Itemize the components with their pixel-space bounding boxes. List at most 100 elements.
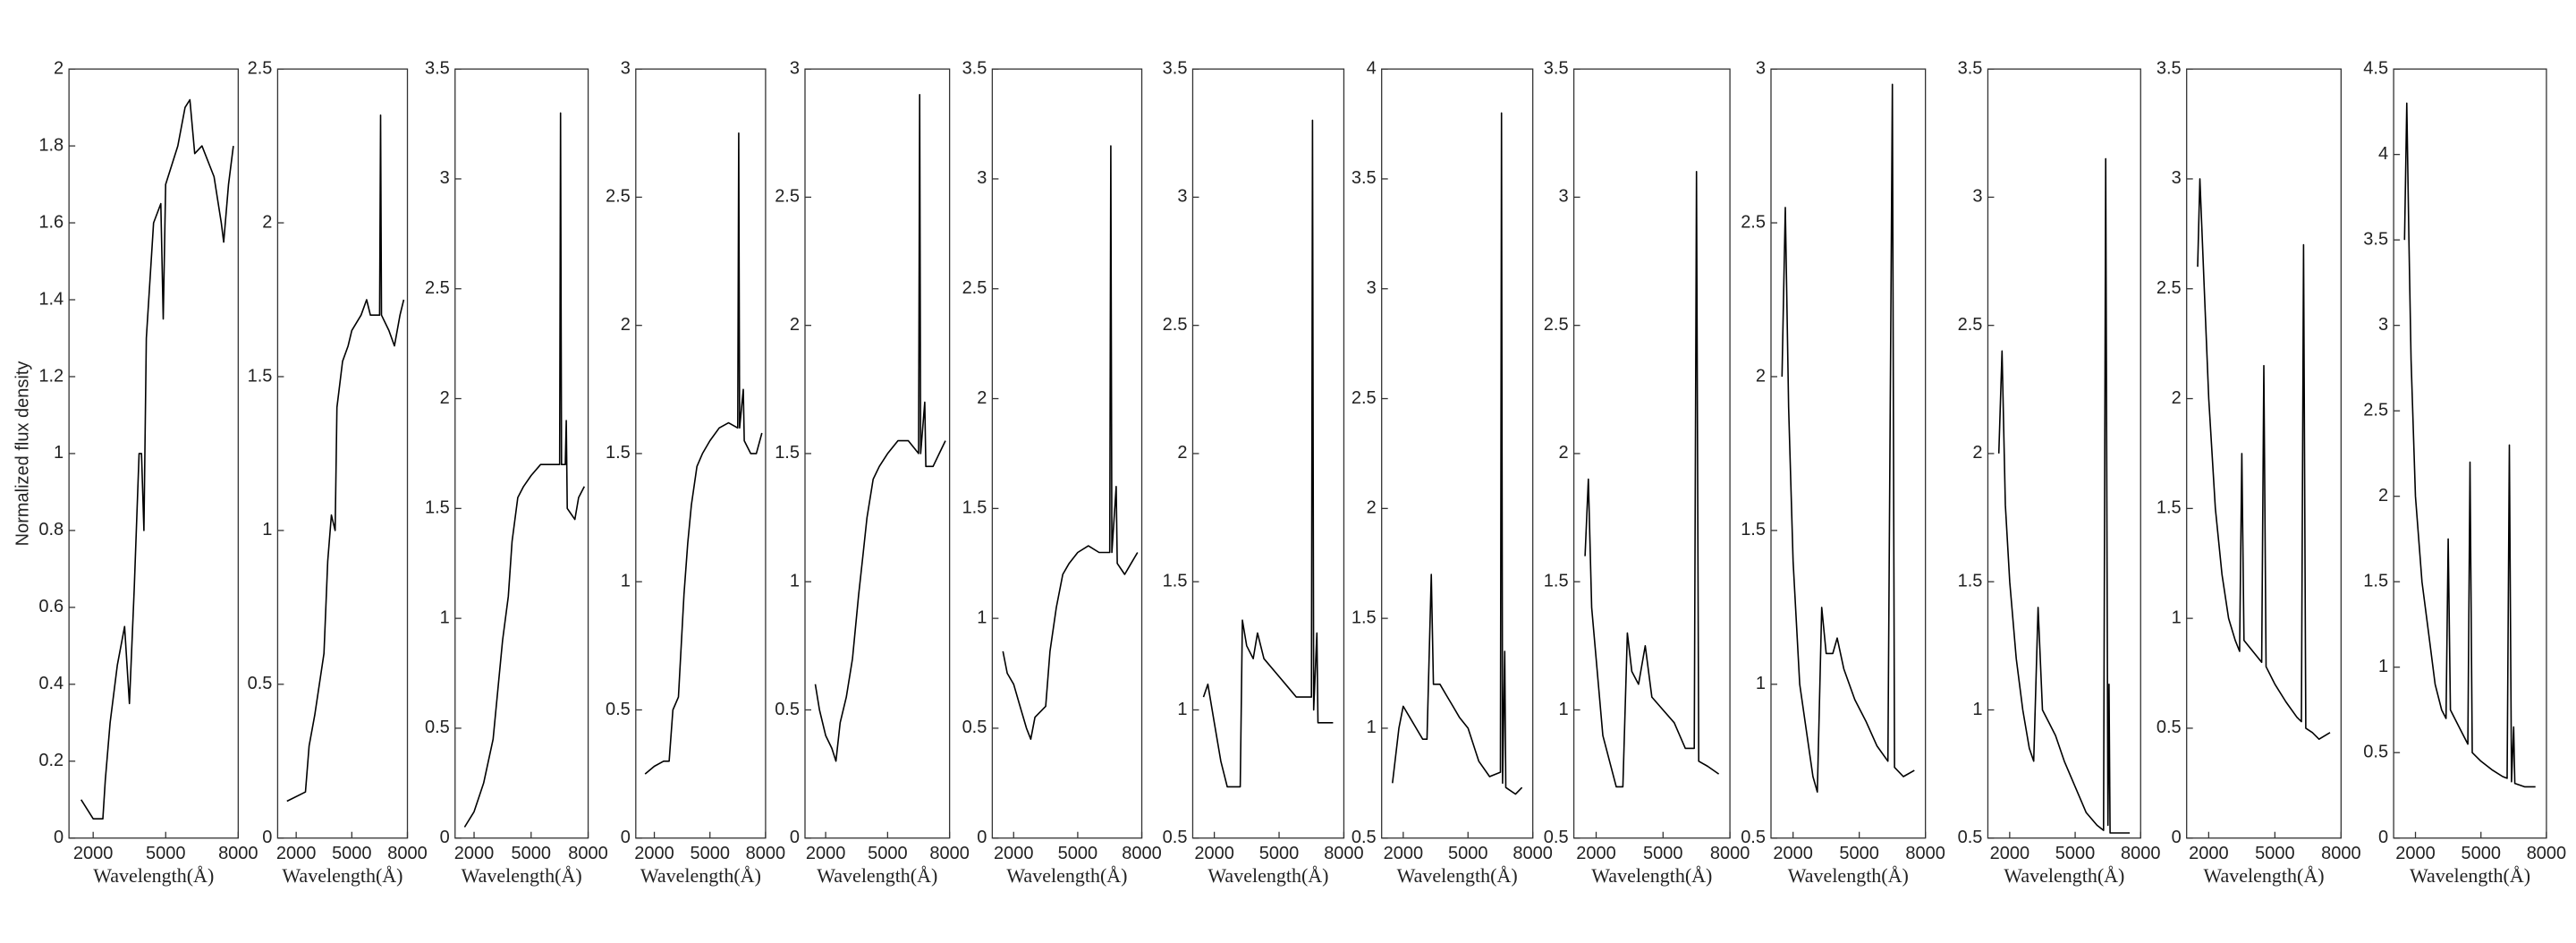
y-tick-label: 2.5 (1544, 315, 1569, 335)
x-axis-label: Wavelength(Å) (282, 864, 402, 887)
x-tick-label: 2000 (1773, 844, 1813, 863)
y-tick-label: 3.5 (1544, 58, 1569, 78)
axes-frame (454, 68, 589, 839)
x-tick-label: 2000 (1576, 844, 1616, 863)
y-tick-label: 2 (977, 388, 987, 408)
y-tick-label: 2 (2378, 486, 2388, 505)
y-tick-label: 2 (790, 315, 800, 335)
y-tick-label: 0.5 (1352, 828, 1377, 847)
y-tick-label: 3.5 (1958, 58, 1983, 78)
y-tick-label: 2.5 (962, 278, 987, 298)
axes-frame (991, 68, 1143, 839)
y-tick-label: 1.5 (775, 443, 800, 463)
y-tick-label: 1 (1177, 700, 1187, 719)
y-tick-label: 0.5 (775, 700, 800, 719)
y-tick-label: 0 (440, 828, 450, 847)
y-tick-label: 0.5 (1544, 828, 1569, 847)
y-tick-label: 3 (2172, 168, 2182, 188)
y-tick-label: 1.6 (38, 212, 64, 232)
y-tick-label: 3 (977, 168, 987, 188)
y-tick-label: 3 (440, 168, 450, 188)
x-tick-label: 5000 (2055, 844, 2096, 863)
y-tick-label: 0.5 (962, 718, 987, 737)
y-tick-label: 4 (1367, 58, 1377, 78)
y-tick-label: 0.5 (248, 674, 273, 693)
y-tick-label: 1.5 (1544, 571, 1569, 590)
y-tick-label: 0.5 (1958, 828, 1983, 847)
x-axis-label: Wavelength(Å) (1788, 864, 1909, 887)
y-axis-label: Normalized flux density (13, 361, 32, 547)
spectrum-line (80, 98, 234, 820)
x-tick-label: 5000 (2255, 844, 2295, 863)
y-tick-label: 0.6 (38, 597, 64, 616)
y-tick-label: 3 (2378, 315, 2388, 335)
y-tick-label: 2.5 (606, 187, 631, 207)
y-tick-label: 1.5 (2157, 498, 2182, 518)
x-tick-label: 5000 (1643, 844, 1683, 863)
y-tick-label: 1.4 (38, 289, 64, 309)
y-tick-label: 2.5 (2363, 400, 2388, 420)
y-tick-label: 1.5 (1958, 571, 1983, 590)
y-tick-label: 0.5 (2363, 743, 2388, 762)
y-tick-label: 1 (54, 443, 64, 463)
y-tick-label: 1 (977, 607, 987, 627)
y-tick-label: 1 (1558, 700, 1568, 719)
x-axis-label: Wavelength(Å) (640, 864, 761, 887)
y-tick-label: 3.5 (1352, 168, 1377, 188)
x-tick-label: 8000 (1905, 844, 1945, 863)
x-tick-label: 2000 (2395, 844, 2436, 863)
y-tick-label: 2 (2172, 388, 2182, 408)
y-tick-label: 0.2 (38, 751, 64, 770)
x-tick-label: 8000 (1122, 844, 1162, 863)
x-tick-label: 2000 (2189, 844, 2229, 863)
axes-frame (68, 68, 239, 839)
y-tick-label: 1.8 (38, 135, 64, 155)
y-tick-label: 0.5 (1163, 828, 1188, 847)
x-tick-label: 5000 (690, 844, 730, 863)
x-tick-label: 8000 (387, 844, 428, 863)
y-tick-label: 2.5 (1352, 388, 1377, 408)
x-tick-label: 5000 (868, 844, 908, 863)
y-tick-label: 1 (2172, 607, 2182, 627)
y-tick-label: 3 (1558, 187, 1568, 207)
y-tick-label: 0.5 (425, 718, 450, 737)
x-tick-label: 2000 (276, 844, 317, 863)
x-axis-label: Wavelength(Å) (1397, 864, 1518, 887)
y-tick-label: 1 (2378, 657, 2388, 676)
axes-frame (1381, 68, 1534, 839)
x-axis-label: Wavelength(Å) (1208, 864, 1328, 887)
y-tick-label: 0 (54, 828, 64, 847)
x-axis-label: Wavelength(Å) (2203, 864, 2324, 887)
y-tick-label: 2.5 (425, 278, 450, 298)
y-tick-label: 2 (262, 212, 272, 232)
x-tick-label: 5000 (146, 844, 186, 863)
y-tick-label: 3.5 (2363, 229, 2388, 249)
y-tick-label: 3.5 (425, 58, 450, 78)
x-axis-label: Wavelength(Å) (1591, 864, 1712, 887)
y-tick-label: 2.5 (1958, 315, 1983, 335)
x-tick-label: 5000 (2461, 844, 2501, 863)
y-tick-label: 2 (1367, 498, 1377, 518)
y-tick-label: 2.5 (1741, 212, 1766, 232)
y-tick-label: 3 (1972, 187, 1982, 207)
y-tick-label: 1 (790, 571, 800, 590)
y-tick-label: 1 (440, 607, 450, 627)
y-tick-label: 4 (2378, 144, 2388, 164)
y-tick-label: 2 (440, 388, 450, 408)
x-tick-label: 2000 (454, 844, 495, 863)
spectrum-line (2403, 102, 2536, 788)
spectrum-line (1584, 171, 1720, 788)
axes-frame (2393, 68, 2547, 839)
y-tick-label: 0 (621, 828, 631, 847)
spectrum-line (1392, 112, 1523, 795)
y-tick-label: 0.5 (2157, 718, 2182, 737)
x-tick-label: 8000 (1324, 844, 1364, 863)
x-tick-label: 8000 (1710, 844, 1750, 863)
spectrum-line (1202, 119, 1334, 788)
y-tick-label: 0.8 (38, 520, 64, 539)
axes-frame (804, 68, 951, 839)
x-tick-label: 2000 (73, 844, 114, 863)
x-tick-label: 2000 (1990, 844, 2030, 863)
y-tick-label: 0 (2378, 828, 2388, 847)
x-tick-label: 2000 (634, 844, 674, 863)
